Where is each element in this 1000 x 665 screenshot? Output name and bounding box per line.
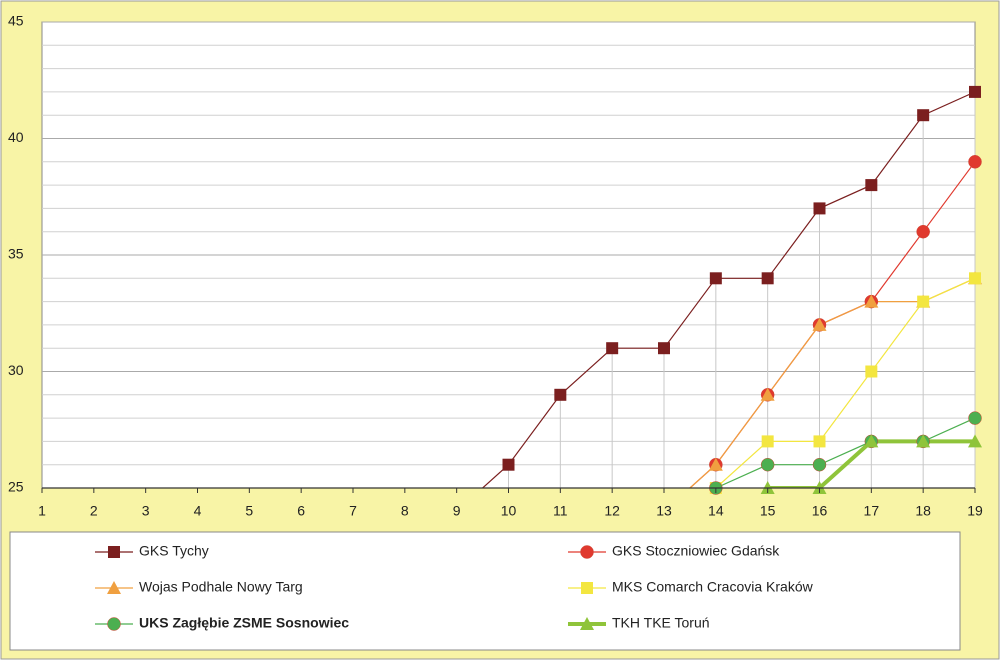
- marker: [760, 387, 775, 401]
- legend-label: Wojas Podhale Nowy Targ: [139, 579, 303, 595]
- x-tick-label: 15: [760, 503, 776, 519]
- legend-label: GKS Tychy: [139, 543, 209, 559]
- marker: [812, 457, 827, 472]
- marker: [761, 435, 774, 448]
- x-tick-label: 2: [90, 503, 98, 519]
- marker: [658, 342, 670, 355]
- x-tick-label: 13: [656, 503, 672, 519]
- marker: [107, 617, 121, 631]
- x-tick-label: 12: [604, 503, 620, 519]
- legend-label: UKS Zagłębie ZSME Sosnowiec: [139, 615, 349, 631]
- y-tick-label: 45: [8, 13, 24, 29]
- marker: [968, 155, 982, 169]
- series-line: [715, 417, 975, 488]
- x-tick-label: 5: [245, 503, 253, 519]
- x-tick-label: 6: [297, 503, 305, 519]
- marker: [580, 545, 594, 559]
- x-tick-label: 1: [38, 503, 46, 519]
- y-tick-label: 40: [8, 129, 24, 145]
- marker: [606, 342, 619, 355]
- x-tick-label: 17: [864, 503, 880, 519]
- marker: [108, 546, 120, 558]
- marker: [864, 294, 879, 308]
- marker: [554, 388, 567, 401]
- marker: [581, 582, 593, 594]
- x-tick-label: 19: [967, 503, 983, 519]
- marker: [968, 411, 982, 425]
- marker: [916, 434, 931, 448]
- marker: [760, 457, 775, 472]
- x-tick-label: 10: [501, 503, 517, 519]
- x-tick-label: 11: [553, 503, 568, 519]
- x-tick-label: 14: [708, 503, 724, 519]
- marker: [813, 202, 826, 215]
- y-tick-label: 30: [8, 362, 24, 378]
- y-tick-label: 35: [8, 246, 24, 262]
- marker: [916, 224, 930, 239]
- x-tick-label: 7: [349, 503, 357, 519]
- y-tick-label: 25: [8, 479, 24, 495]
- x-tick-label: 18: [915, 503, 931, 519]
- marker: [709, 272, 722, 285]
- marker: [917, 109, 930, 122]
- marker: [813, 435, 826, 448]
- marker: [107, 581, 121, 594]
- x-tick-label: 8: [401, 503, 409, 519]
- marker: [502, 458, 515, 471]
- series-line: [715, 277, 975, 488]
- x-tick-label: 4: [194, 503, 202, 519]
- marker: [969, 85, 981, 98]
- marker: [761, 272, 774, 285]
- x-tick-label: 16: [812, 503, 828, 519]
- marker: [864, 434, 879, 448]
- legend-label: MKS Comarch Cracovia Kraków: [612, 579, 814, 595]
- marker: [580, 617, 594, 630]
- marker: [865, 365, 878, 378]
- marker: [708, 457, 723, 471]
- marker: [812, 317, 827, 331]
- legend-label: GKS Stoczniowiec Gdańsk: [612, 543, 780, 559]
- marker: [865, 179, 878, 192]
- x-tick-label: 3: [142, 503, 150, 519]
- marker: [968, 434, 982, 448]
- legend-label: TKH TKE Toruń: [612, 615, 710, 631]
- x-tick-label: 9: [453, 503, 461, 519]
- legend: [9, 531, 961, 651]
- marker: [917, 295, 930, 308]
- marker: [969, 272, 981, 285]
